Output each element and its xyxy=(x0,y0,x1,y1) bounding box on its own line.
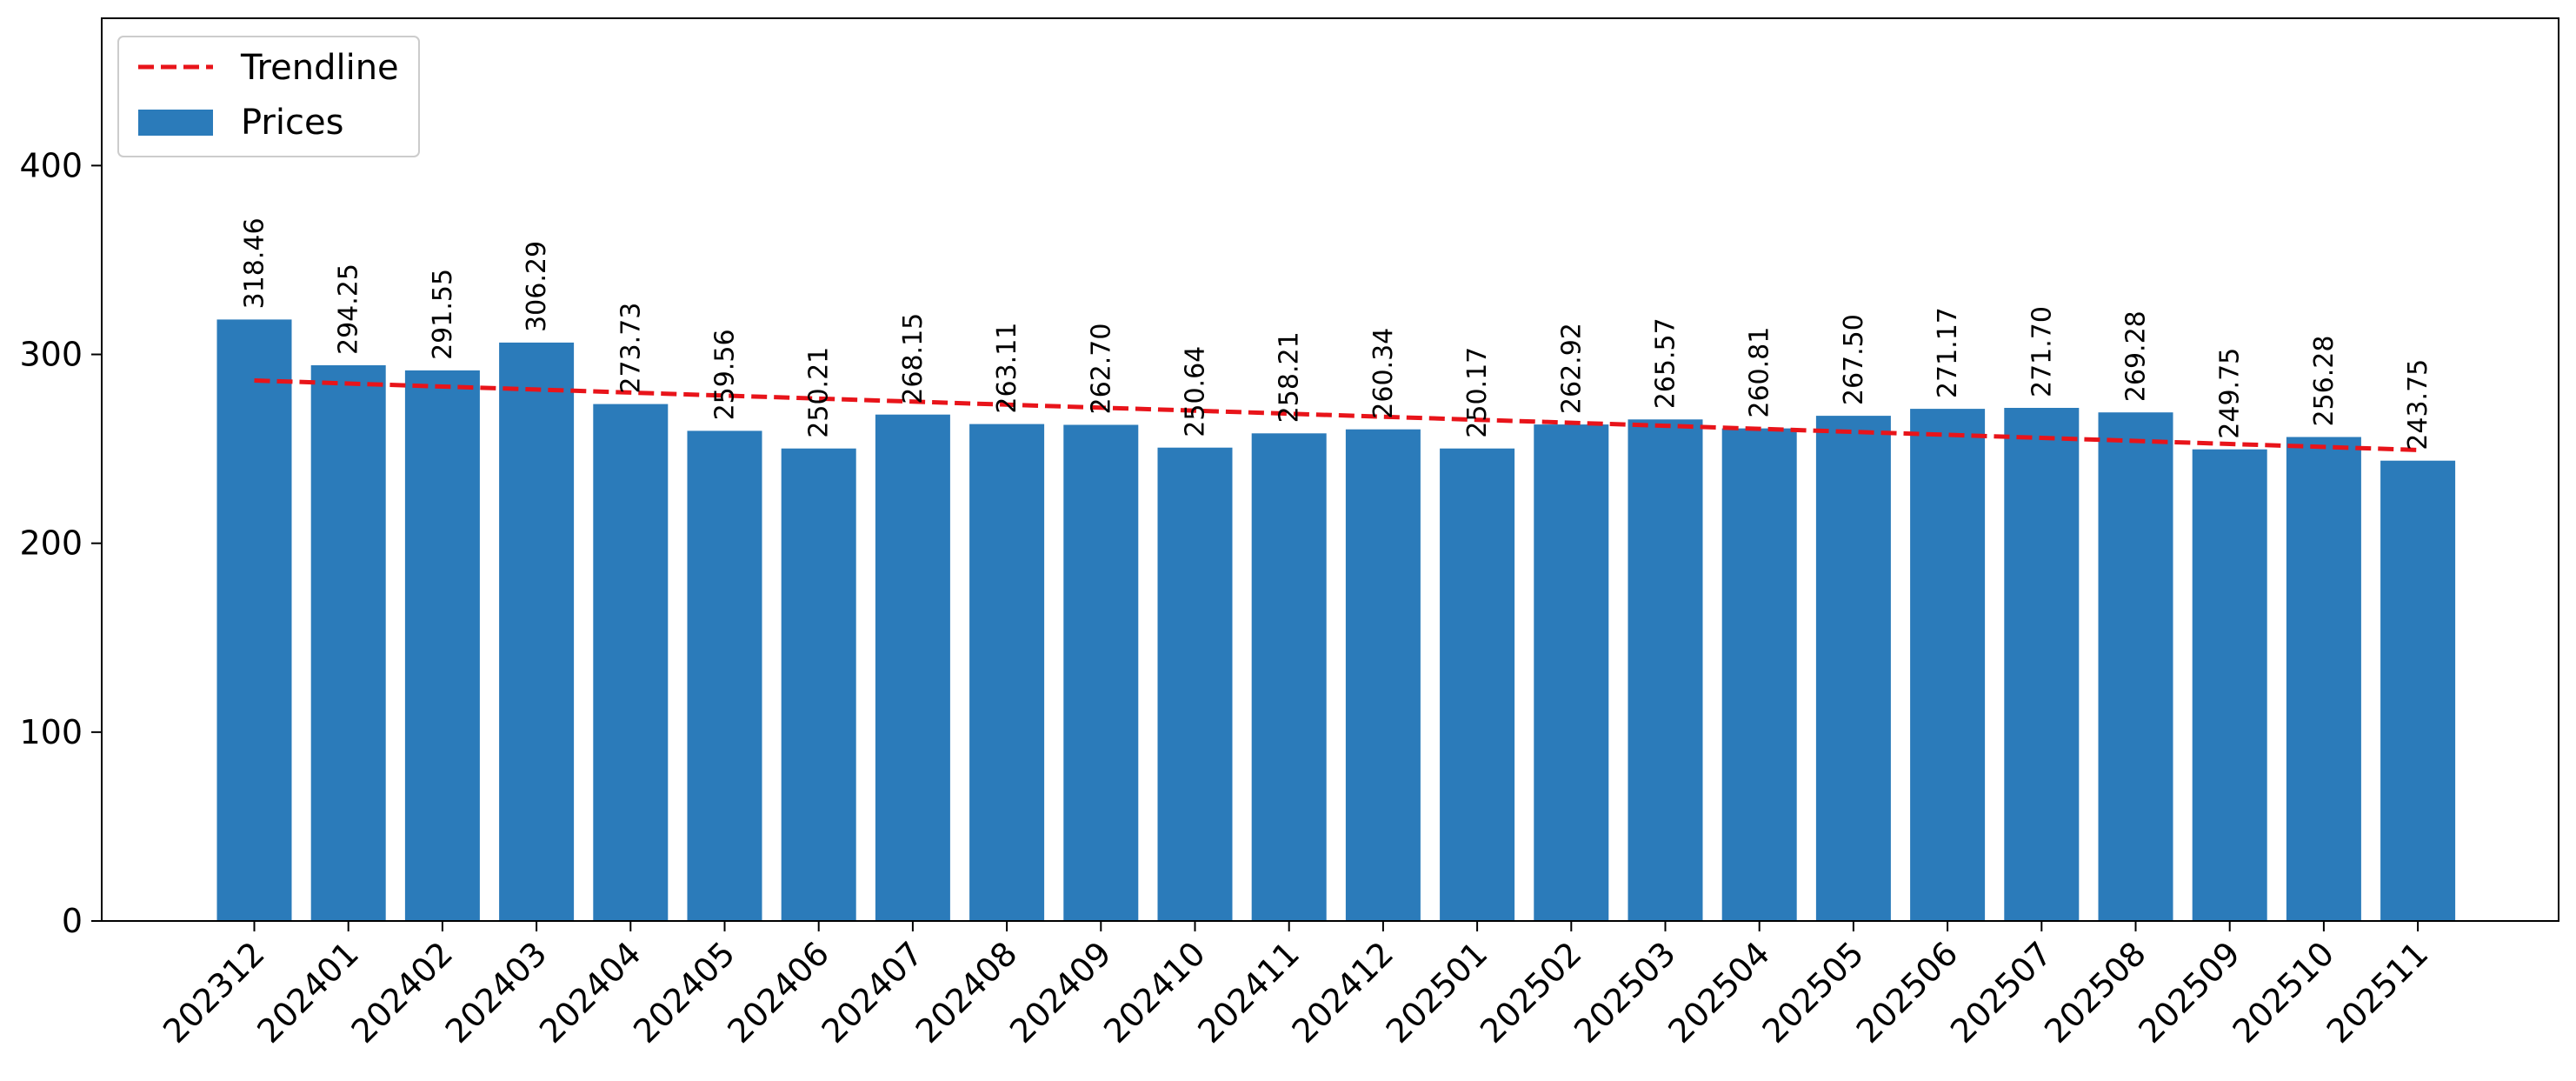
x-tick-label: 202405 xyxy=(626,934,742,1051)
plot-frame xyxy=(101,17,2559,922)
bar-value-label: 260.81 xyxy=(1745,327,1775,418)
bar xyxy=(969,424,1045,922)
x-tick-label: 202511 xyxy=(2320,934,2436,1051)
bar xyxy=(310,365,386,921)
bar-value-label: 265.57 xyxy=(1651,317,1681,409)
bar xyxy=(2192,449,2267,921)
bars-layer xyxy=(216,319,2456,922)
bar-value-label: 318.46 xyxy=(240,217,270,309)
x-tick-label: 202402 xyxy=(344,934,461,1051)
bar-value-label: 262.92 xyxy=(1556,323,1587,414)
bar-value-label: 250.64 xyxy=(1181,346,1211,437)
x-tick-label: 202507 xyxy=(1943,934,2060,1051)
bar xyxy=(1063,424,1139,921)
bar-value-label: 306.29 xyxy=(522,241,552,332)
bar xyxy=(404,370,480,921)
bar xyxy=(687,430,762,921)
x-tick-label: 202312 xyxy=(156,934,272,1051)
bar xyxy=(499,342,575,921)
bar-value-label: 258.21 xyxy=(1275,331,1305,423)
y-axis: 0 100 200 300 400 xyxy=(19,146,102,940)
bar-value-label: 268.15 xyxy=(898,313,929,404)
x-tick-label: 202502 xyxy=(1473,934,1589,1051)
x-tick-label: 202408 xyxy=(909,934,1025,1051)
legend-prices-swatch xyxy=(138,110,213,136)
x-tick-label: 202407 xyxy=(815,934,931,1051)
bar-value-label: 260.34 xyxy=(1368,328,1399,419)
bar-labels-layer: 318.46 294.25 291.55 306.29 273.73 259.56 250.… xyxy=(240,217,2434,450)
legend-trendline-label: Trendline xyxy=(240,48,399,88)
x-tick-label: 202503 xyxy=(1567,934,1683,1051)
bar-value-label: 243.75 xyxy=(2403,359,2433,450)
x-tick-label: 202501 xyxy=(1379,934,1495,1051)
bar xyxy=(1627,419,1703,921)
x-tick-label: 202509 xyxy=(2131,934,2247,1051)
bar xyxy=(2380,460,2456,921)
bar xyxy=(1815,416,1891,922)
bar-value-label: 291.55 xyxy=(428,269,458,360)
x-tick-label: 202506 xyxy=(1849,934,1966,1051)
bar xyxy=(1534,424,1609,922)
y-tick-label: 0 xyxy=(62,902,83,940)
x-tick-label: 202412 xyxy=(1285,934,1401,1051)
bar-value-label: 271.17 xyxy=(1933,307,1963,398)
bar-value-label: 269.28 xyxy=(2121,310,2152,402)
bar-value-label: 294.25 xyxy=(334,264,364,355)
x-tick-label: 202401 xyxy=(250,934,366,1051)
bar xyxy=(2098,412,2173,921)
bar-value-label: 250.21 xyxy=(804,347,835,438)
bar-value-label: 263.11 xyxy=(992,323,1022,414)
x-axis: 2023122024012024022024032024042024052024… xyxy=(156,921,2435,1051)
y-tick-label: 300 xyxy=(19,336,83,374)
y-tick-label: 100 xyxy=(19,713,83,751)
x-tick-label: 202510 xyxy=(2226,934,2342,1051)
bar xyxy=(1251,433,1327,921)
bar xyxy=(593,404,669,922)
bar xyxy=(216,319,292,921)
x-tick-label: 202409 xyxy=(1002,934,1119,1051)
x-tick-label: 202404 xyxy=(532,934,649,1051)
x-tick-label: 202504 xyxy=(1661,934,1777,1051)
bar-value-label: 267.50 xyxy=(1839,314,1869,405)
bar xyxy=(781,448,856,921)
bar-value-label: 273.73 xyxy=(616,303,646,394)
legend: Trendline Prices xyxy=(117,36,420,157)
bar xyxy=(1440,448,1515,921)
bar xyxy=(1721,428,1797,922)
bar xyxy=(1157,447,1233,921)
bar xyxy=(1345,429,1421,921)
bar xyxy=(875,414,950,921)
bar xyxy=(1910,409,1986,922)
x-tick-label: 202505 xyxy=(1755,934,1872,1051)
bar xyxy=(2004,408,2080,921)
bar-value-label: 262.70 xyxy=(1086,324,1116,415)
bar xyxy=(2286,437,2361,921)
y-tick-label: 200 xyxy=(19,524,83,563)
bar-value-label: 249.75 xyxy=(2215,348,2246,439)
x-tick-label: 202411 xyxy=(1190,934,1307,1051)
x-tick-label: 202410 xyxy=(1096,934,1213,1051)
x-tick-label: 202508 xyxy=(2037,934,2153,1051)
bar-value-label: 250.17 xyxy=(1462,347,1493,438)
bar-value-label: 271.70 xyxy=(2027,306,2057,397)
x-tick-label: 202403 xyxy=(438,934,555,1051)
y-tick-label: 400 xyxy=(19,146,83,184)
bar-value-label: 259.56 xyxy=(710,329,741,420)
bar-value-label: 256.28 xyxy=(2309,336,2340,427)
legend-prices-label: Prices xyxy=(241,103,343,143)
x-tick-label: 202406 xyxy=(720,934,836,1051)
